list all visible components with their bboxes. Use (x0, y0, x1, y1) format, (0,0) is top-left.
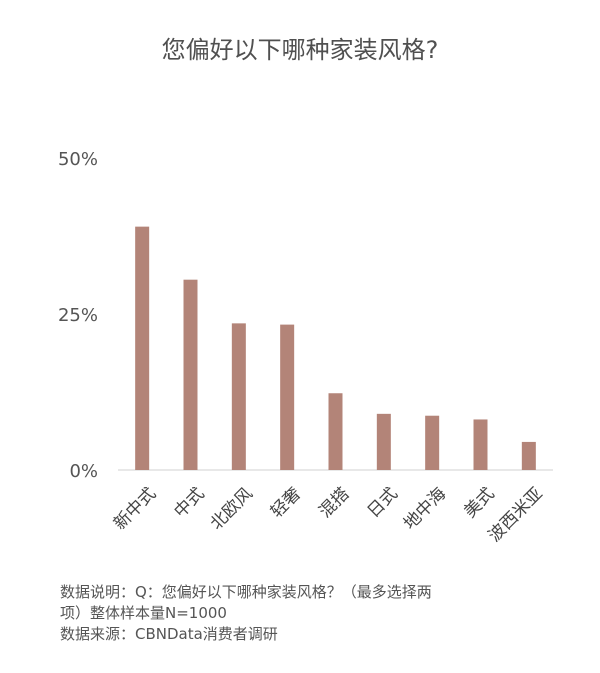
x-tick-label: 波西米亚 (485, 484, 547, 546)
bar (328, 393, 343, 470)
footnote: 数据说明：Q：您偏好以下哪种家装风格？（最多选择两 项）整体样本量N=1000 … (60, 582, 540, 645)
footnote-line-1: 数据说明：Q：您偏好以下哪种家装风格？（最多选择两 (60, 583, 432, 601)
y-tick-label: 50% (58, 149, 98, 170)
bar (231, 323, 246, 470)
chart-title: 您偏好以下哪种家装风格? (161, 36, 439, 64)
y-axis: 0% 25% 50% (58, 149, 98, 482)
x-tick-label: 新中式 (110, 484, 160, 534)
bar (280, 324, 295, 470)
bar (135, 226, 150, 470)
x-tick-label: 北欧风 (207, 484, 257, 534)
footnote-source: 数据来源：CBNData消费者调研 (60, 625, 278, 643)
x-tick-label: 日式 (364, 484, 402, 522)
bars (135, 226, 536, 470)
footnote-line-2: 项）整体样本量N=1000 (60, 604, 227, 622)
bar (521, 441, 536, 470)
x-tick-label: 美式 (460, 484, 498, 522)
y-tick-label: 0% (69, 461, 98, 482)
bar (183, 279, 198, 470)
x-tick-label: 地中海 (400, 484, 450, 534)
x-tick-label: 中式 (170, 484, 208, 522)
y-tick-label: 25% (58, 305, 98, 326)
bar (425, 415, 440, 470)
x-tick-label: 轻奢 (267, 484, 305, 522)
bar (376, 413, 391, 470)
bar (473, 419, 488, 470)
x-tick-label: 混搭 (315, 484, 353, 522)
